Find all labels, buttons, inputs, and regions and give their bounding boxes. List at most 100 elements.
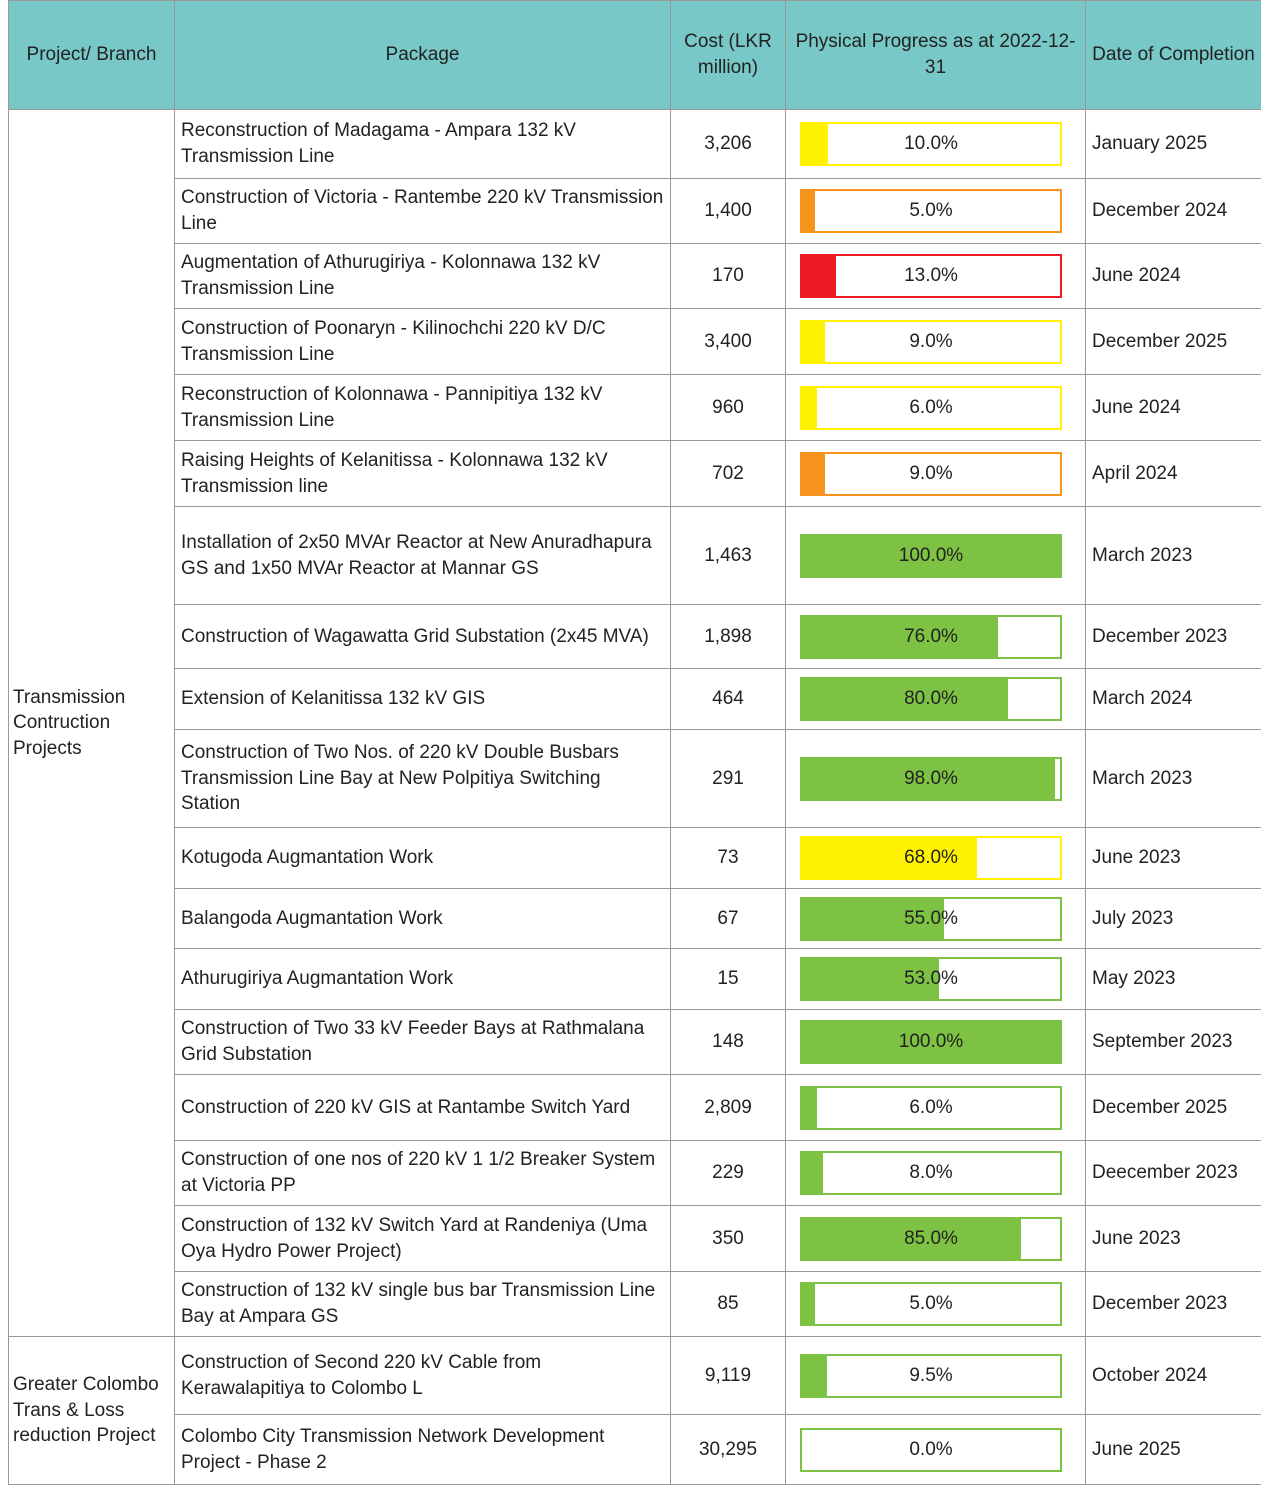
package-cell: Augmentation of Athurugiriya - Kolonnawa… xyxy=(175,244,671,309)
progress-cell: 13.0% xyxy=(786,244,1086,309)
table-row: Construction of 220 kV GIS at Rantambe S… xyxy=(9,1075,1261,1141)
table-row: Construction of Two 33 kV Feeder Bays at… xyxy=(9,1010,1261,1075)
completion-cell: January 2025 xyxy=(1086,110,1261,179)
progress-bar: 55.0% xyxy=(800,897,1062,941)
table-row: Construction of 132 kV Switch Yard at Ra… xyxy=(9,1206,1261,1272)
package-cell: Construction of one nos of 220 kV 1 1/2 … xyxy=(175,1141,671,1206)
progress-label: 5.0% xyxy=(802,1284,1060,1324)
completion-cell: December 2025 xyxy=(1086,1075,1261,1141)
progress-label: 9.0% xyxy=(802,322,1060,362)
progress-bar: 85.0% xyxy=(800,1217,1062,1261)
cost-cell: 229 xyxy=(671,1141,786,1206)
progress-label: 6.0% xyxy=(802,1088,1060,1128)
progress-label: 76.0% xyxy=(802,617,1060,657)
package-cell: Construction of Two 33 kV Feeder Bays at… xyxy=(175,1010,671,1075)
completion-cell: December 2024 xyxy=(1086,179,1261,244)
cost-cell: 170 xyxy=(671,244,786,309)
package-cell: Athurugiriya Augmantation Work xyxy=(175,949,671,1010)
package-cell: Construction of Second 220 kV Cable from… xyxy=(175,1337,671,1415)
completion-cell: March 2023 xyxy=(1086,730,1261,828)
progress-cell: 6.0% xyxy=(786,1075,1086,1141)
progress-label: 100.0% xyxy=(802,1022,1060,1062)
package-cell: Construction of 132 kV single bus bar Tr… xyxy=(175,1272,671,1337)
table-row: Construction of Victoria - Rantembe 220 … xyxy=(9,179,1261,244)
completion-cell: October 2024 xyxy=(1086,1337,1261,1415)
table-row: Construction of Two Nos. of 220 kV Doubl… xyxy=(9,730,1261,828)
progress-bar: 9.0% xyxy=(800,320,1062,364)
header-cell: Physical Progress as at 2022-12-31 xyxy=(786,1,1086,110)
progress-label: 80.0% xyxy=(802,679,1060,719)
progress-bar: 8.0% xyxy=(800,1151,1062,1195)
progress-cell: 5.0% xyxy=(786,179,1086,244)
progress-cell: 55.0% xyxy=(786,889,1086,949)
table-row: Construction of Wagawatta Grid Substatio… xyxy=(9,605,1261,669)
progress-label: 13.0% xyxy=(802,256,1060,296)
cost-cell: 291 xyxy=(671,730,786,828)
completion-cell: September 2023 xyxy=(1086,1010,1261,1075)
progress-bar: 6.0% xyxy=(800,1086,1062,1130)
progress-cell: 9.0% xyxy=(786,309,1086,375)
completion-cell: June 2024 xyxy=(1086,244,1261,309)
cost-cell: 1,463 xyxy=(671,507,786,605)
table-row: Augmentation of Athurugiriya - Kolonnawa… xyxy=(9,244,1261,309)
package-cell: Colombo City Transmission Network Develo… xyxy=(175,1415,671,1485)
progress-cell: 76.0% xyxy=(786,605,1086,669)
progress-cell: 100.0% xyxy=(786,507,1086,605)
package-cell: Construction of Two Nos. of 220 kV Doubl… xyxy=(175,730,671,828)
completion-cell: December 2023 xyxy=(1086,605,1261,669)
table-row: Installation of 2x50 MVAr Reactor at New… xyxy=(9,507,1261,605)
cost-cell: 30,295 xyxy=(671,1415,786,1485)
table-row: Greater Colombo Trans & Loss reduction P… xyxy=(9,1337,1261,1415)
progress-label: 100.0% xyxy=(802,536,1060,576)
cost-cell: 1,400 xyxy=(671,179,786,244)
progress-cell: 9.0% xyxy=(786,441,1086,507)
package-cell: Construction of Wagawatta Grid Substatio… xyxy=(175,605,671,669)
project-cell: Greater Colombo Trans & Loss reduction P… xyxy=(9,1337,175,1485)
progress-bar: 9.5% xyxy=(800,1354,1062,1398)
completion-cell: June 2024 xyxy=(1086,375,1261,441)
table-row: Construction of Poonaryn - Kilinochchi 2… xyxy=(9,309,1261,375)
completion-cell: June 2023 xyxy=(1086,1206,1261,1272)
progress-label: 8.0% xyxy=(802,1153,1060,1193)
progress-bar: 10.0% xyxy=(800,122,1062,166)
cost-cell: 9,119 xyxy=(671,1337,786,1415)
cost-cell: 2,809 xyxy=(671,1075,786,1141)
completion-cell: Deecember 2023 xyxy=(1086,1141,1261,1206)
progress-bar: 9.0% xyxy=(800,452,1062,496)
cost-cell: 67 xyxy=(671,889,786,949)
progress-cell: 85.0% xyxy=(786,1206,1086,1272)
progress-label: 9.5% xyxy=(802,1356,1060,1396)
cost-cell: 350 xyxy=(671,1206,786,1272)
progress-label: 53.0% xyxy=(802,959,1060,999)
table-row: Raising Heights of Kelanitissa - Kolonna… xyxy=(9,441,1261,507)
package-cell: Construction of 132 kV Switch Yard at Ra… xyxy=(175,1206,671,1272)
progress-cell: 0.0% xyxy=(786,1415,1086,1485)
progress-cell: 5.0% xyxy=(786,1272,1086,1337)
progress-label: 9.0% xyxy=(802,454,1060,494)
cost-cell: 15 xyxy=(671,949,786,1010)
cost-cell: 73 xyxy=(671,828,786,889)
progress-label: 55.0% xyxy=(802,899,1060,939)
cost-cell: 3,206 xyxy=(671,110,786,179)
progress-bar: 0.0% xyxy=(800,1428,1062,1472)
cost-cell: 85 xyxy=(671,1272,786,1337)
package-cell: Reconstruction of Kolonnawa - Pannipitiy… xyxy=(175,375,671,441)
progress-label: 0.0% xyxy=(802,1430,1060,1470)
package-cell: Installation of 2x50 MVAr Reactor at New… xyxy=(175,507,671,605)
cost-cell: 148 xyxy=(671,1010,786,1075)
completion-cell: December 2025 xyxy=(1086,309,1261,375)
progress-label: 5.0% xyxy=(802,191,1060,231)
progress-cell: 98.0% xyxy=(786,730,1086,828)
progress-cell: 68.0% xyxy=(786,828,1086,889)
package-cell: Construction of Victoria - Rantembe 220 … xyxy=(175,179,671,244)
progress-bar: 53.0% xyxy=(800,957,1062,1001)
progress-label: 10.0% xyxy=(802,124,1060,164)
progress-label: 98.0% xyxy=(802,759,1060,799)
cost-cell: 464 xyxy=(671,669,786,730)
package-cell: Extension of Kelanitissa 132 kV GIS xyxy=(175,669,671,730)
progress-cell: 53.0% xyxy=(786,949,1086,1010)
